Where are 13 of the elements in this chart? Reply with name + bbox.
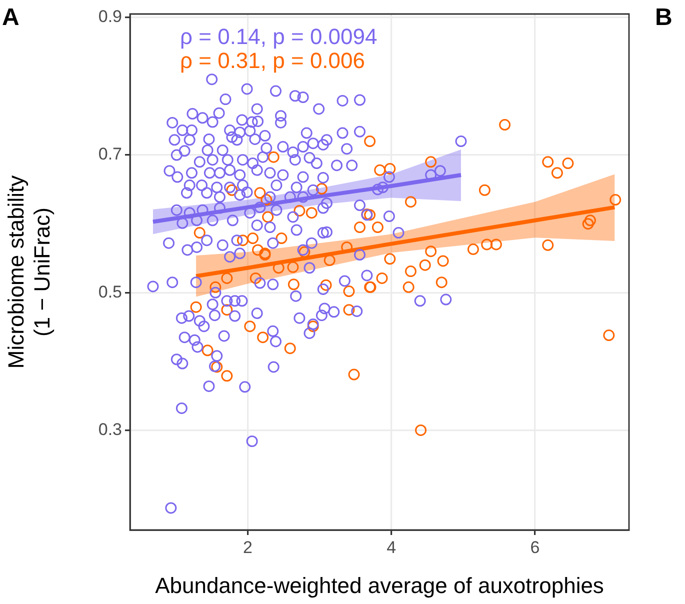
y-tick-label: 0.7: [98, 144, 122, 164]
x-axis-title: Abundance-weighted average of auxotrophies: [155, 572, 604, 598]
y-tick-label: 0.5: [98, 282, 122, 302]
y-tick-label: 0.9: [98, 7, 122, 26]
text: A: [2, 4, 20, 32]
annotation: ρ = 0.31, p = 0.006: [180, 48, 365, 74]
x-tick-label: 2: [243, 538, 252, 557]
y-tick-label: 0.3: [98, 420, 122, 439]
y-axis-title: Microbiome stability (1 − UniFrac): [3, 175, 55, 369]
text: B: [655, 4, 672, 32]
x-tick-label: 4: [386, 538, 396, 557]
annotation: ρ = 0.14, p = 0.0094: [180, 24, 378, 50]
x-tick-label: 6: [530, 538, 540, 557]
